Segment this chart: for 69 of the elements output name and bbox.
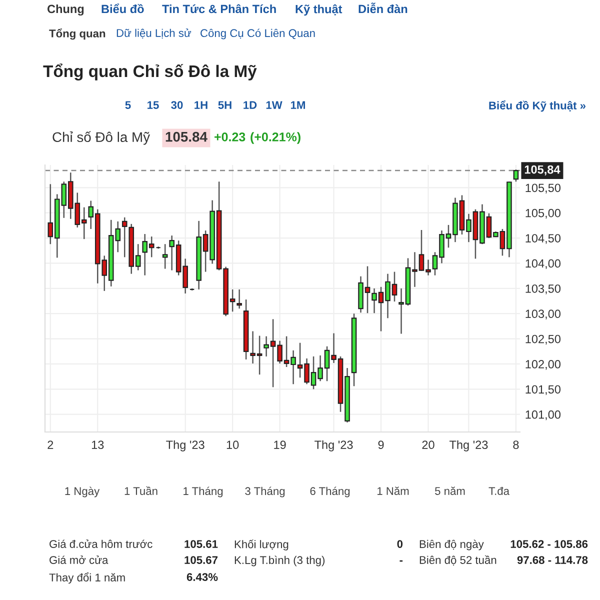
candlestick (162, 243, 168, 270)
x-tick-label: Thg '23 (166, 440, 204, 452)
text: 1D (244, 101, 257, 109)
text: 1W (266, 101, 282, 109)
y-tick-label: 104,50 (526, 234, 561, 244)
y-tick-label: 105,50 (526, 184, 561, 194)
text: Dữ liệu Lịch sử (116, 28, 192, 39)
x-tick-label: 19 (274, 440, 286, 450)
text: T.đa (488, 486, 510, 495)
text: 1 Tháng (184, 486, 223, 498)
text: 105.61 (184, 540, 218, 548)
text: 1M (290, 101, 305, 109)
text: Giá mở cửa (50, 555, 108, 564)
text: 105.62 - 105.86 (510, 540, 588, 548)
x-tick-label: 13 (92, 440, 104, 450)
chart-subtitle: Chỉ số Đô la Mỹ (52, 131, 150, 145)
y-tick-label: 101,00 (526, 410, 561, 420)
text: Giá đ.cửa hôm trước (50, 539, 152, 548)
ref-line-label: 105,84 (524, 165, 560, 176)
text: 105.67 (184, 556, 218, 564)
text: Khối lượng (234, 540, 288, 550)
text: 105.84 (166, 132, 208, 142)
y-tick-label: 104,00 (526, 259, 561, 270)
text: 97.68 - 114.78 (517, 556, 588, 564)
text: 1 Năm (377, 486, 409, 495)
x-tick-label: 8 (513, 440, 519, 450)
text: 5 năm (435, 486, 465, 495)
y-tick-label: 102,50 (526, 334, 561, 345)
x-tick-label: 10 (226, 440, 239, 450)
text: 0 (397, 540, 403, 548)
text: 6 Tháng (310, 486, 350, 498)
text: 5 (125, 101, 131, 109)
text: 30 (171, 101, 183, 109)
text: Biểu đồ (102, 4, 144, 14)
text: 1 Tuần (124, 486, 158, 495)
text: Kỹ thuật (296, 4, 342, 16)
candlestick (513, 168, 519, 182)
text: Công Cụ Có Liên Quan (200, 28, 315, 40)
text: +0.23 (214, 132, 246, 142)
text: Thay đổi 1 năm (49, 572, 125, 584)
text: K.Lg T.bình (3 thg) (234, 556, 325, 566)
text: 15 (148, 101, 159, 109)
x-tick-label: 9 (378, 440, 384, 450)
chart-title: Tổng quan Chỉ số Đô la Mỹ (43, 64, 257, 80)
y-tick-label: 103,00 (526, 310, 561, 320)
text: Biên độ 52 tuần (420, 555, 496, 566)
x-tick-label: 2 (48, 440, 54, 449)
text: (+0.21%) (250, 132, 300, 144)
text: Tổng quan (49, 28, 106, 40)
text: 3 Tháng (245, 486, 285, 498)
text: - (400, 560, 403, 562)
candlestick (236, 288, 242, 310)
y-tick-label: 102,00 (526, 360, 561, 370)
x-tick-label: Thg '23 (449, 440, 488, 452)
y-tick-label: 103,50 (526, 284, 561, 294)
text: Tin Tức & Phân Tích (162, 4, 276, 14)
text: 6.43% (186, 573, 218, 581)
text: Biểu đồ Kỹ thuật » (489, 100, 586, 112)
x-tick-label: 20 (422, 440, 434, 450)
x-tick-label: Thg '23 (314, 440, 353, 452)
text: 1 Ngày (65, 486, 100, 498)
text: Chung (47, 4, 84, 16)
y-tick-label: 101,50 (526, 385, 561, 395)
y-tick-label: 105,00 (526, 208, 561, 219)
text: 1H (194, 101, 208, 109)
candlestick (122, 216, 128, 258)
text: Biên độ ngày (420, 540, 484, 550)
text: Diễn đàn (358, 2, 408, 14)
text: 5H (218, 101, 232, 109)
